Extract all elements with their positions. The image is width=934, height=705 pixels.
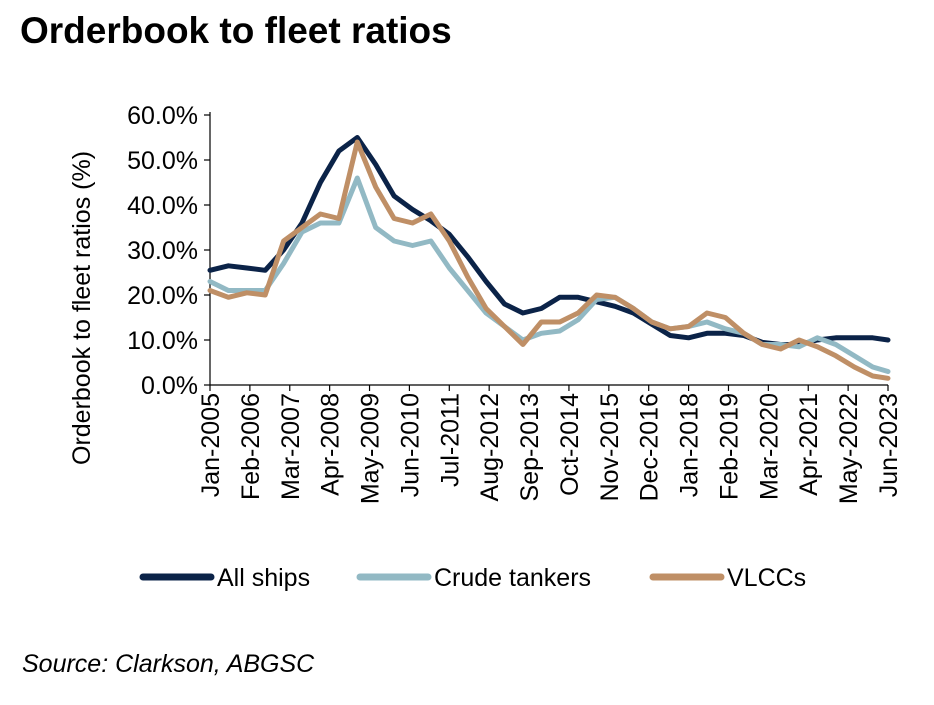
y-axis: 0.0% 10.0% 20.0% 30.0% 40.0% 50.0% 60.0% — [127, 102, 211, 400]
x-tick-label: Jan-2005 — [197, 393, 225, 497]
y-tick-label: 40.0% — [127, 192, 198, 220]
x-tick-label: Aug-2012 — [476, 393, 504, 501]
x-tick-label: Feb-2006 — [237, 393, 265, 500]
series-lines — [207, 135, 891, 381]
series-line-all-ships — [207, 135, 891, 347]
x-tick-label: Sep-2013 — [516, 393, 544, 501]
x-tick-label: Apr-2008 — [317, 393, 345, 496]
series-line-vlccs — [207, 139, 891, 381]
series-line-crude-tankers — [207, 175, 891, 374]
y-tick-label: 30.0% — [127, 237, 198, 265]
legend-label-all-ships: All ships — [217, 564, 310, 592]
y-axis-label: Orderbook to fleet ratios (%) — [68, 151, 96, 465]
y-tick-label: 60.0% — [127, 102, 198, 130]
x-tick-label: Jun-2010 — [396, 393, 424, 497]
y-tick-label: 10.0% — [127, 327, 198, 355]
legend-label-crude-tankers: Crude tankers — [434, 564, 591, 592]
chart-title: Orderbook to fleet ratios — [20, 10, 452, 51]
x-tick-label: Nov-2015 — [596, 393, 624, 501]
x-tick-label: Dec-2016 — [636, 393, 664, 501]
x-tick-label: Feb-2019 — [715, 393, 743, 500]
x-tick-label: Jan-2018 — [676, 393, 704, 497]
x-tick-label: Mar-2020 — [755, 393, 783, 500]
x-tick-label: Jun-2023 — [875, 393, 903, 497]
legend: All ships Crude tankers VLCCs — [139, 564, 806, 592]
x-tick-label: Mar-2007 — [277, 393, 305, 500]
legend-label-vlccs: VLCCs — [727, 564, 806, 592]
x-axis: Jan-2005 Feb-2006 Mar-2007 Apr-2008 May-2009… — [197, 384, 903, 504]
x-tick-label: Apr-2021 — [795, 393, 823, 496]
x-tick-label: Jul-2011 — [436, 393, 464, 487]
source-note: Source: Clarkson, ABGSC — [22, 650, 315, 678]
y-tick-label: 0.0% — [141, 372, 198, 400]
x-tick-label: Oct-2014 — [556, 393, 584, 496]
x-tick-label: May-2009 — [357, 393, 385, 504]
y-tick-label: 50.0% — [127, 147, 198, 175]
y-tick-label: 20.0% — [127, 282, 198, 310]
x-tick-label: May-2022 — [835, 393, 863, 504]
